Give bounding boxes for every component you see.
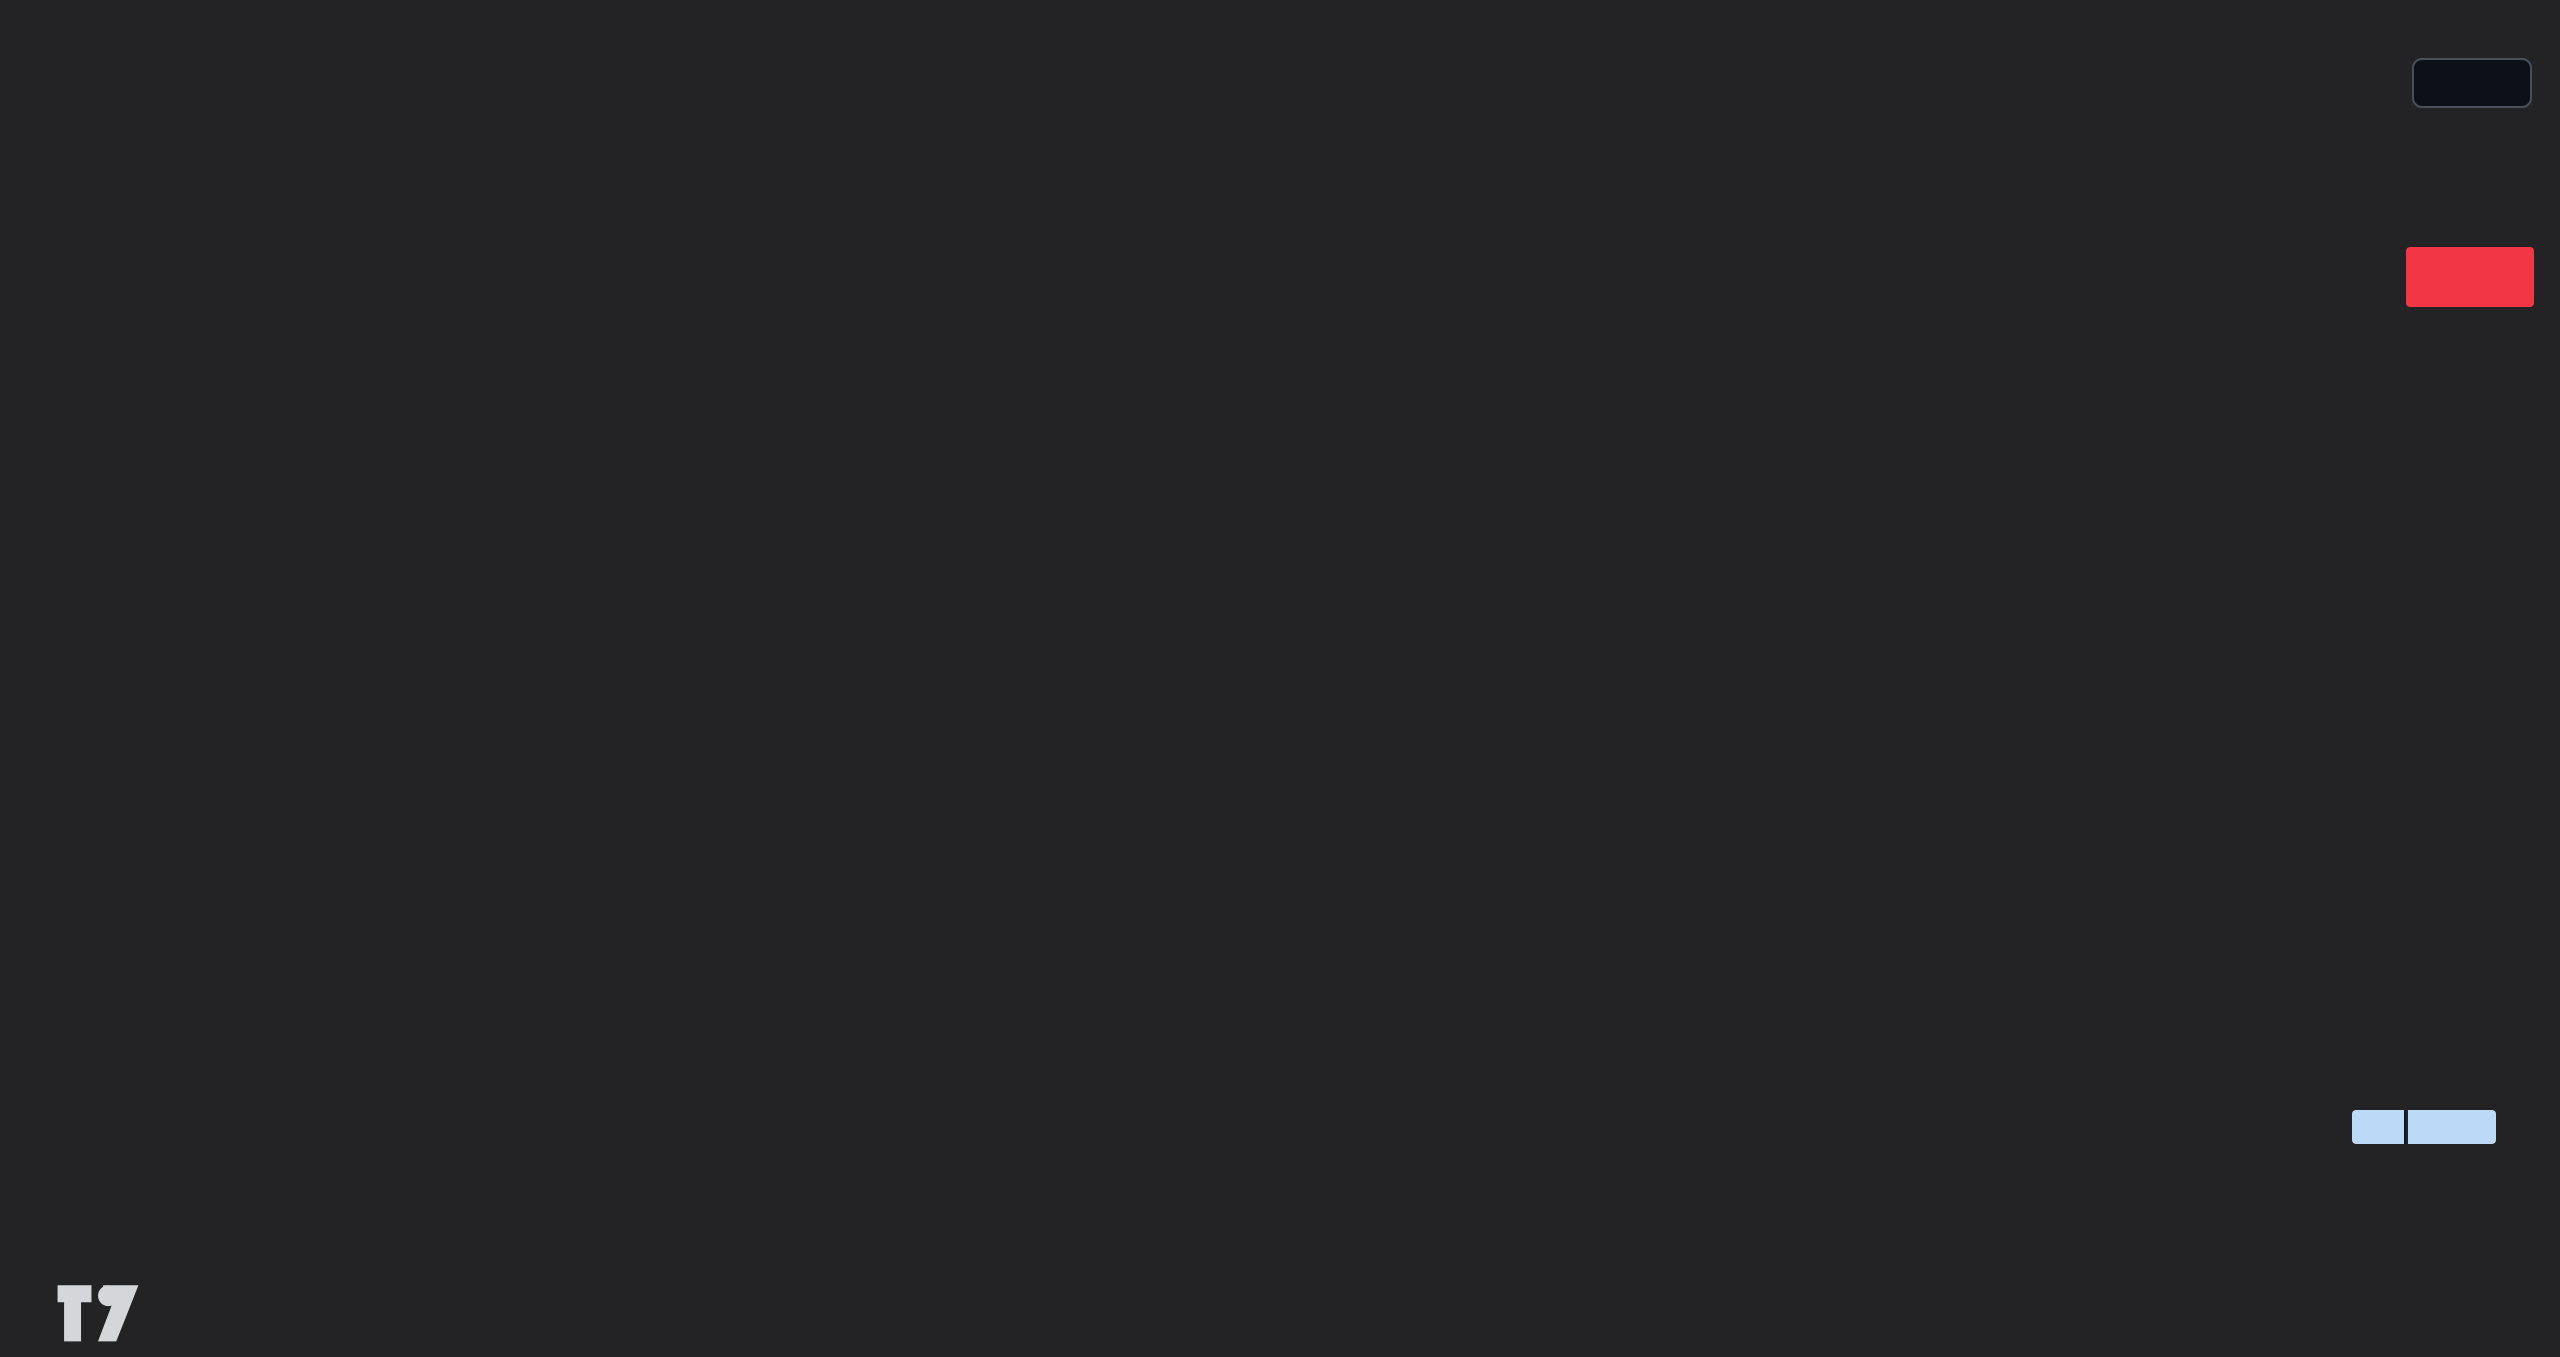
last-price-badge <box>2406 247 2534 307</box>
rsi-indicator-label <box>2352 1110 2406 1144</box>
tradingview-logo-icon <box>57 1285 139 1342</box>
tradingview-logo[interactable] <box>55 1282 163 1346</box>
rsi-value-badge <box>2408 1110 2496 1144</box>
quote-currency-button[interactable] <box>2412 58 2532 108</box>
